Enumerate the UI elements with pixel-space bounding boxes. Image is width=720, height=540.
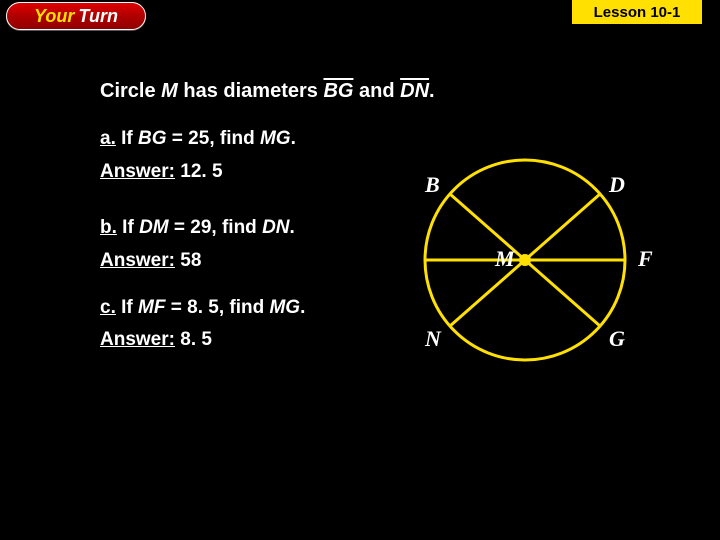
ans-a-label: Answer: [100,161,175,182]
intro-prefix: Circle [100,80,161,102]
your-turn-badge: Your Turn [6,2,146,30]
q-a-end: . [291,128,296,149]
circle-name: M [161,80,178,102]
q-c-post: = 8. 5, find [165,297,269,318]
diameter-1: BG [323,80,353,102]
diameter-2: DN [400,80,429,102]
label-n: N [425,326,441,352]
ans-c-label: Answer: [100,329,175,350]
ans-c-value: 8. 5 [175,329,212,350]
turn-text: Turn [78,6,118,27]
q-b-var: DM [139,217,169,238]
q-b-end: . [290,217,295,238]
your-text: Your [34,6,74,27]
q-c-end: . [300,297,305,318]
q-b-pre: If [117,217,139,238]
intro-mid: has diameters [178,80,324,102]
center-point [519,254,531,266]
ans-a-value: 12. 5 [175,161,223,182]
q-b-post: = 29, find [169,217,262,238]
label-m: M [495,246,515,272]
q-a-var: BG [138,128,167,149]
intro-text: Circle M has diameters BG and DN. [100,80,680,103]
label-b: B [425,172,440,198]
q-b-find: DN [262,217,289,238]
q-a-label: a. [100,128,116,149]
q-a-post: = 25, find [167,128,260,149]
label-d: D [609,172,625,198]
circle-diagram: B D F G N M [395,130,655,390]
q-c-var: MF [138,297,165,318]
q-c-find: MG [269,297,300,318]
q-c-label: c. [100,297,116,318]
ans-b-value: 58 [175,250,201,271]
q-b-label: b. [100,217,117,238]
q-a-find: MG [260,128,291,149]
label-g: G [609,326,625,352]
q-a-pre: If [116,128,138,149]
lesson-badge: Lesson 10-1 [572,0,702,24]
intro-end: . [429,80,435,102]
q-c-pre: If [116,297,138,318]
label-f: F [638,246,653,272]
intro-and: and [353,80,400,102]
ans-b-label: Answer: [100,250,175,271]
